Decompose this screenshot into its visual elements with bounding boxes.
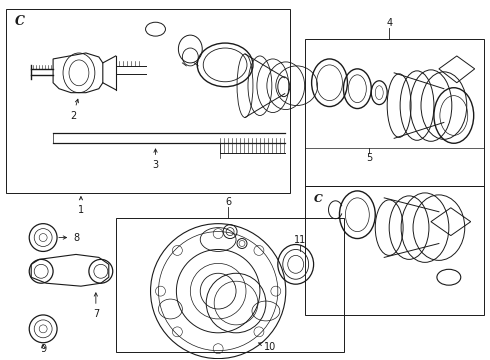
Text: 6: 6 [225,197,231,207]
Text: 10: 10 [258,342,276,352]
Text: C: C [314,193,322,204]
Text: 2: 2 [70,99,78,121]
Text: 3: 3 [152,149,159,170]
Bar [305,39,484,186]
Text: 5: 5 [366,153,372,163]
Text: 9: 9 [40,344,46,354]
Text: 1: 1 [78,197,84,215]
Bar [6,9,290,193]
Text: 7: 7 [93,293,99,319]
Text: 8: 8 [59,233,79,243]
Text: 11: 11 [294,234,306,244]
Text: C: C [15,15,25,28]
Text: 4: 4 [386,18,392,28]
Bar [116,218,344,352]
Bar [305,186,484,315]
